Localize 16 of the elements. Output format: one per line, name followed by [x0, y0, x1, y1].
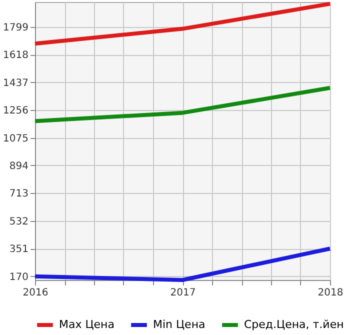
- y-tick-label: 351: [9, 244, 28, 256]
- legend-label: Min Цена: [153, 318, 206, 331]
- y-tick-label: 713: [9, 188, 28, 200]
- x-tick-label: 2017: [170, 288, 196, 298]
- legend-label: Max Цена: [59, 318, 114, 331]
- y-tick-label: 1256: [3, 106, 28, 117]
- y-tick-label: 1618: [3, 50, 28, 62]
- x-tick-label: 2016: [22, 288, 48, 298]
- y-tick-label: 1075: [3, 133, 28, 144]
- x-tick-label: 2018: [318, 288, 344, 298]
- y-tick-label: 1437: [3, 78, 28, 89]
- y-tick-label: 532: [9, 216, 28, 228]
- y-tick-label: 170: [9, 272, 28, 283]
- legend-label: Сред.Цена, т.йен: [244, 318, 344, 331]
- y-tick-label: 1799: [3, 22, 28, 34]
- y-tick-label: 894: [9, 160, 28, 172]
